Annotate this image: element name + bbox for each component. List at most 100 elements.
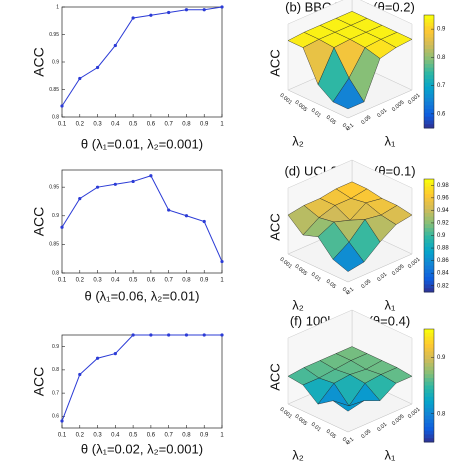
y-tick-label: 0.01 xyxy=(310,272,322,283)
x-tick-label: 0.01 xyxy=(376,108,388,119)
data-point xyxy=(202,333,206,337)
x-tick-label: 0.9 xyxy=(200,278,209,284)
x-tick-label: 0.1 xyxy=(345,437,355,447)
colorbar-tick-label: 0.84 xyxy=(437,271,449,277)
x-tick-label: 0.01 xyxy=(376,422,388,433)
x-tick-label: 0.3 xyxy=(93,278,102,284)
colorbar-segment xyxy=(424,434,434,439)
x-tick-label: 0.7 xyxy=(164,433,173,439)
surface-cell xyxy=(332,400,365,412)
colorbar-frame xyxy=(423,328,435,443)
data-point xyxy=(113,43,117,48)
data-point xyxy=(202,8,206,12)
data-point xyxy=(113,182,117,186)
y-tick-label: 0.95 xyxy=(49,32,59,38)
colorbar-segment xyxy=(424,79,434,84)
y-tick-label: 0.1 xyxy=(341,123,351,133)
colorbar-segment xyxy=(424,419,434,424)
colorbar-segment xyxy=(424,26,434,31)
data-point xyxy=(95,356,100,360)
plot-frame xyxy=(61,169,223,274)
colorbar-segment xyxy=(424,408,434,413)
data-point xyxy=(113,352,117,356)
colorbar-segment xyxy=(424,258,434,263)
colorbar-segment xyxy=(424,366,434,371)
colorbar-segment xyxy=(424,415,434,420)
data-line xyxy=(61,334,222,422)
colorbar-segment xyxy=(424,276,434,282)
colorbar-segment xyxy=(424,438,434,443)
colorbar-segment xyxy=(424,86,434,91)
x-tick-label: 0.1 xyxy=(58,122,67,128)
colorbar-segment xyxy=(424,250,434,255)
x-tick-label: 1 xyxy=(220,433,224,439)
y-tick-label: 0.8 xyxy=(52,367,59,373)
x-tick-label: 0.001 xyxy=(407,407,421,420)
colorbar-segment xyxy=(424,97,434,103)
y-tick-label: 1 xyxy=(56,4,59,10)
x-tick-label: 0.4 xyxy=(111,433,120,439)
x-tick-label: 0.5 xyxy=(129,278,138,284)
y-axis-label: ACC xyxy=(31,47,47,77)
colorbar-tick-label: 0.98 xyxy=(437,183,449,189)
x-tick-label: 0.6 xyxy=(147,433,156,439)
colorbar-segment xyxy=(424,212,434,218)
y-tick-label: 0.05 xyxy=(325,115,337,126)
x-tick-label: 1 xyxy=(220,122,224,128)
colorbar-segment xyxy=(424,75,434,80)
y-tick-label: 0.01 xyxy=(310,108,322,119)
y-tick-label: 0.85 xyxy=(49,242,59,248)
colorbar-segment xyxy=(424,48,434,54)
x-axis-label: λ₁ xyxy=(385,133,397,148)
plot-frame xyxy=(61,334,223,429)
colorbar-segment xyxy=(424,63,434,69)
y-tick-label: 0.9 xyxy=(52,344,59,350)
x-tick-label: 0.1 xyxy=(345,287,355,297)
colorbar-segment xyxy=(424,370,434,375)
colorbar-segment xyxy=(424,336,434,341)
y-axis-label: λ₂ xyxy=(292,447,304,462)
x-tick-label: 0.7 xyxy=(164,278,173,284)
data-point xyxy=(149,333,153,337)
colorbar-segment xyxy=(424,52,434,57)
colorbar-segment xyxy=(424,201,434,206)
x-tick-label: 0.9 xyxy=(200,433,209,439)
z-axis-label: ACC xyxy=(267,49,282,76)
x-tick-label: 0.9 xyxy=(200,122,209,128)
data-point xyxy=(78,197,82,201)
colorbar-segment xyxy=(424,430,434,435)
colorbar-segment xyxy=(424,362,434,368)
y-tick-label: 0.9 xyxy=(52,213,59,219)
data-point xyxy=(95,185,100,189)
colorbar-segment xyxy=(424,182,434,188)
x-tick-label: 0.6 xyxy=(147,122,156,128)
x-tick-label: 0.05 xyxy=(360,279,372,290)
colorbar-segment xyxy=(424,246,434,252)
colorbar-segment xyxy=(424,404,434,409)
colorbar-segment xyxy=(424,56,434,61)
colorbar-segment xyxy=(424,60,434,65)
y-tick-label: 0.7 xyxy=(52,390,59,396)
x-tick-label: 0.5 xyxy=(129,433,138,439)
colorbar-segment xyxy=(424,411,434,417)
surface-cell xyxy=(332,241,365,272)
colorbar-segment xyxy=(424,243,434,248)
x-tick-label: 0.005 xyxy=(391,414,405,427)
colorbar-segment xyxy=(424,254,434,259)
data-point xyxy=(131,179,135,184)
colorbar-tick-label: 0.94 xyxy=(437,208,449,214)
y-tick-label: 0.95 xyxy=(49,184,59,190)
y-tick-label: 0.9 xyxy=(52,59,59,65)
colorbar-segment xyxy=(424,340,434,345)
data-point xyxy=(184,214,189,218)
colorbar-segment xyxy=(424,190,434,195)
colorbar-segment xyxy=(424,239,434,244)
colorbar-tick-label: 0.8 xyxy=(437,55,446,61)
colorbar-segment xyxy=(424,194,434,199)
data-point xyxy=(60,104,64,108)
data-line xyxy=(61,6,223,107)
x-axis-label: λ₁ xyxy=(385,447,397,462)
data-point xyxy=(184,8,189,12)
y-tick-label: 0.85 xyxy=(49,87,59,93)
